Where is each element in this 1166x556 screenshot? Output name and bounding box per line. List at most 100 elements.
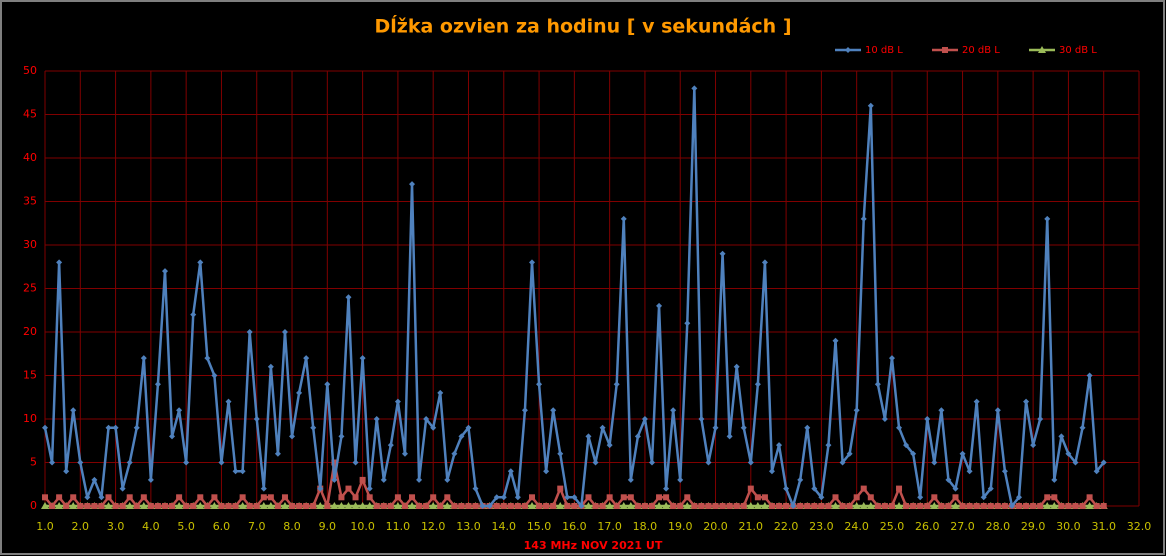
marker — [310, 503, 317, 509]
marker — [486, 503, 493, 509]
marker — [211, 494, 218, 501]
marker — [105, 494, 112, 501]
marker — [91, 476, 98, 483]
marker — [1016, 494, 1023, 501]
legend-label: 20 dB L — [962, 45, 1000, 56]
marker — [895, 502, 904, 509]
marker — [366, 485, 373, 492]
x-tick-label: 25.0 — [880, 520, 905, 533]
marker — [437, 503, 444, 509]
marker — [521, 503, 528, 509]
marker — [648, 459, 655, 466]
y-tick-label: 25 — [23, 282, 37, 295]
marker — [1051, 476, 1058, 483]
marker — [465, 424, 472, 431]
marker — [1072, 459, 1079, 466]
marker — [238, 502, 247, 509]
marker — [980, 494, 987, 501]
marker — [225, 398, 232, 405]
marker — [973, 503, 980, 509]
marker — [190, 503, 197, 509]
marker — [77, 503, 84, 509]
marker — [663, 494, 670, 501]
marker — [942, 47, 948, 53]
marker — [345, 485, 352, 492]
marker — [161, 268, 168, 275]
marker — [761, 259, 768, 266]
marker — [592, 503, 599, 509]
marker — [550, 503, 557, 509]
marker — [147, 503, 154, 509]
marker — [55, 502, 64, 509]
x-tick-label: 29.0 — [1021, 520, 1046, 533]
marker — [210, 502, 219, 509]
marker — [1058, 503, 1065, 509]
marker — [507, 468, 514, 475]
marker — [811, 503, 818, 509]
marker — [945, 476, 952, 483]
marker — [691, 85, 698, 92]
marker — [733, 503, 740, 509]
y-tick-label: 0 — [30, 499, 37, 512]
chart-title: Dĺžka ozvien za hodinu [ v sekundách ] — [375, 15, 792, 38]
marker — [529, 259, 536, 266]
marker — [338, 494, 345, 501]
marker — [726, 503, 733, 509]
marker — [818, 494, 825, 501]
y-tick-label: 35 — [23, 195, 37, 208]
marker — [641, 416, 648, 422]
x-tick-label: 5.0 — [177, 520, 195, 533]
x-tick-label: 13.0 — [456, 520, 481, 533]
marker — [267, 363, 274, 370]
marker — [303, 355, 310, 362]
marker — [959, 503, 966, 509]
marker — [529, 494, 536, 501]
marker — [126, 459, 133, 466]
marker — [260, 485, 267, 492]
marker — [280, 502, 289, 509]
x-tick-label: 18.0 — [633, 520, 658, 533]
marker — [753, 502, 762, 509]
marker — [70, 407, 77, 414]
marker — [330, 502, 339, 509]
marker — [296, 389, 303, 396]
marker — [888, 355, 895, 362]
marker — [867, 494, 874, 501]
marker — [917, 503, 924, 509]
marker — [373, 503, 380, 509]
marker — [444, 494, 451, 501]
marker — [365, 502, 374, 509]
marker — [437, 389, 444, 396]
marker — [112, 424, 119, 431]
marker — [500, 503, 507, 509]
x-tick-label: 6.0 — [213, 520, 231, 533]
marker — [860, 215, 867, 222]
marker — [896, 485, 903, 492]
marker — [239, 494, 246, 501]
marker — [289, 433, 296, 440]
marker — [930, 502, 939, 509]
marker — [409, 494, 416, 501]
marker — [358, 502, 367, 509]
marker — [980, 503, 987, 509]
marker — [740, 503, 747, 509]
marker — [84, 503, 91, 509]
marker — [691, 503, 698, 509]
marker — [1001, 503, 1008, 509]
marker — [852, 502, 861, 509]
marker — [1038, 46, 1046, 53]
marker — [1086, 494, 1093, 501]
marker — [63, 503, 70, 509]
marker — [140, 494, 147, 501]
marker — [69, 502, 78, 509]
marker — [853, 494, 860, 501]
marker — [754, 494, 761, 501]
x-tick-label: 12.0 — [421, 520, 446, 533]
marker — [514, 494, 521, 501]
marker — [931, 494, 938, 501]
marker — [112, 503, 119, 509]
x-tick-label: 1.0 — [36, 520, 54, 533]
marker — [760, 502, 769, 509]
marker — [84, 494, 91, 501]
x-tick-label: 31.0 — [1091, 520, 1116, 533]
